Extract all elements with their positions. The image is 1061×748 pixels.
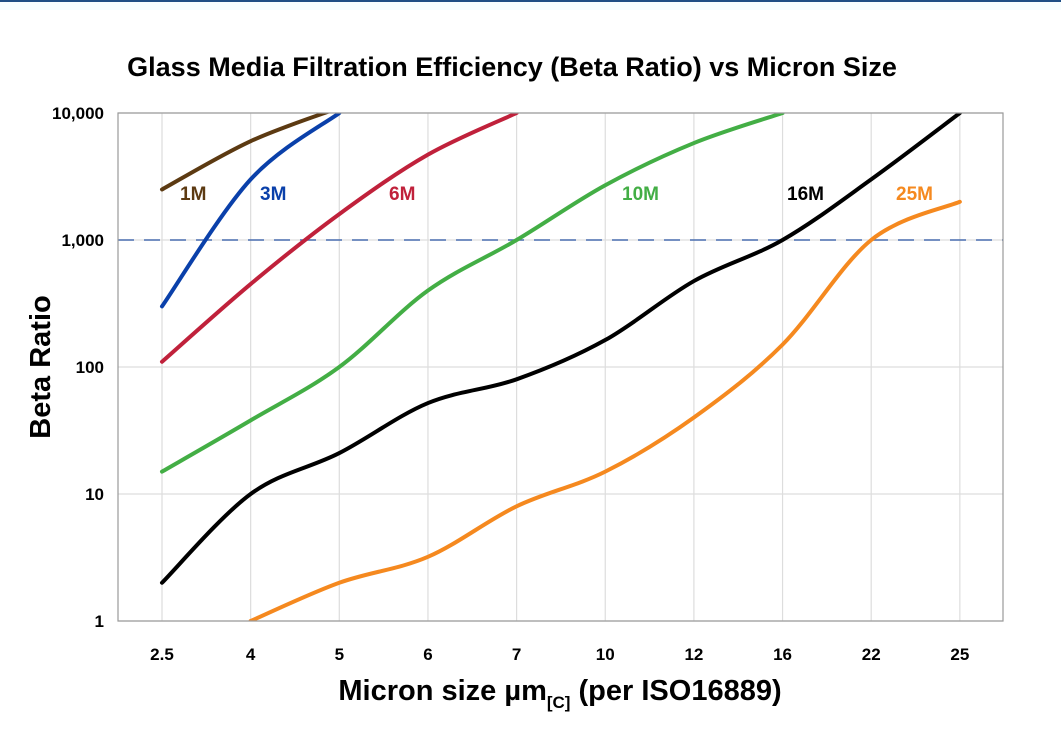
y-tick-label: 10,000 <box>52 104 104 123</box>
series-label-16M: 16M <box>787 184 824 205</box>
y-tick-label: 1 <box>95 612 104 631</box>
x-axis-label-subscript: [C] <box>547 693 571 712</box>
x-tick-label: 22 <box>862 645 881 664</box>
x-tick-label: 5 <box>335 645 344 664</box>
top-fade <box>0 2 1061 10</box>
x-tick-label: 6 <box>423 645 432 664</box>
series-labels: 1M 3M 6M 10M 16M 25M <box>180 184 933 205</box>
x-tick-label: 16 <box>773 645 792 664</box>
x-tick-label: 4 <box>246 645 256 664</box>
x-tick-label: 2.5 <box>150 645 174 664</box>
y-tick-label: 100 <box>76 358 104 377</box>
y-axis-label: Beta Ratio <box>25 295 57 438</box>
y-tick-labels: 1 10 100 1,000 10,000 <box>52 104 104 631</box>
series-label-1M: 1M <box>180 184 206 205</box>
x-axis-label: Micron size µm[C] (per ISO16889) <box>338 675 781 712</box>
x-tick-label: 10 <box>596 645 615 664</box>
x-tick-label: 7 <box>512 645 521 664</box>
series-line-6M <box>160 113 519 364</box>
series-line-10M <box>160 113 785 474</box>
x-tick-label: 12 <box>684 645 703 664</box>
y-tick-label: 10 <box>85 485 104 504</box>
x-axis-label-tail: (per ISO16889) <box>570 675 781 707</box>
grid <box>118 112 1003 622</box>
x-tick-label: 25 <box>950 645 969 664</box>
series-line-1M <box>160 113 331 192</box>
series-label-25M: 25M <box>896 184 933 205</box>
plot-frame <box>117 112 1004 622</box>
y-tick-label: 1,000 <box>61 231 104 250</box>
series-label-3M: 3M <box>260 184 286 205</box>
series-lines <box>160 113 962 621</box>
series-line-3M <box>160 113 342 309</box>
series-label-10M: 10M <box>622 184 659 205</box>
chart-title: Glass Media Filtration Efficiency (Beta … <box>127 52 897 82</box>
top-border <box>0 0 1061 2</box>
series-line-16M <box>160 113 962 585</box>
series-label-6M: 6M <box>389 184 415 205</box>
x-tick-labels: 2.5 4 5 6 7 10 12 16 22 25 <box>150 645 969 664</box>
series-line-25M <box>248 199 962 621</box>
x-axis-label-main: Micron size µm <box>338 675 546 707</box>
